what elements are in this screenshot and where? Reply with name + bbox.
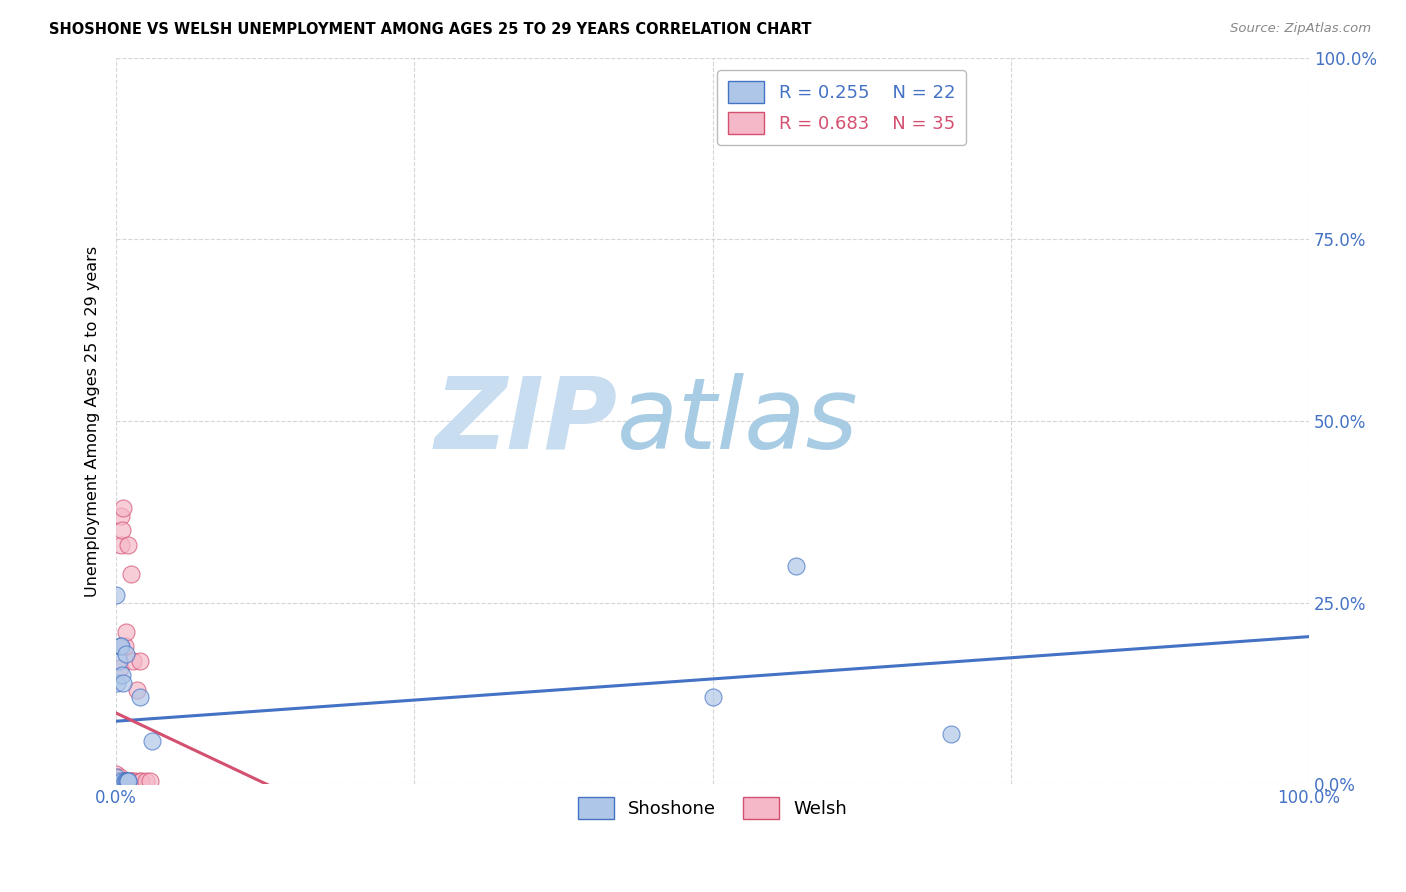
- Point: [785, 559, 807, 574]
- Point: [107, 777, 129, 791]
- Point: [121, 773, 143, 788]
- Point: [114, 773, 136, 788]
- Point: [111, 777, 134, 791]
- Point: [107, 654, 129, 668]
- Point: [108, 770, 131, 784]
- Point: [115, 773, 138, 788]
- Point: [114, 647, 136, 661]
- Point: [138, 773, 160, 788]
- Point: [122, 654, 145, 668]
- Point: [118, 773, 141, 788]
- Point: [120, 566, 142, 581]
- Point: [141, 734, 163, 748]
- Point: [117, 773, 139, 788]
- Point: [112, 773, 135, 788]
- Point: [117, 773, 139, 788]
- Point: [105, 766, 128, 780]
- Point: [135, 773, 157, 788]
- Point: [105, 773, 128, 788]
- Point: [105, 777, 128, 791]
- Point: [122, 773, 145, 788]
- Point: [110, 508, 132, 523]
- Point: [111, 773, 134, 788]
- Point: [105, 770, 128, 784]
- Point: [110, 538, 132, 552]
- Point: [105, 773, 128, 788]
- Point: [120, 773, 142, 788]
- Point: [114, 773, 136, 788]
- Point: [112, 675, 135, 690]
- Point: [108, 661, 131, 675]
- Legend: Shoshone, Welsh: Shoshone, Welsh: [571, 789, 855, 826]
- Point: [108, 773, 131, 788]
- Point: [131, 773, 153, 788]
- Point: [129, 690, 152, 705]
- Point: [129, 773, 152, 788]
- Point: [112, 501, 135, 516]
- Point: [111, 773, 134, 788]
- Point: [107, 773, 129, 788]
- Point: [114, 773, 136, 788]
- Point: [702, 690, 724, 705]
- Point: [110, 773, 132, 788]
- Point: [108, 640, 131, 654]
- Text: Source: ZipAtlas.com: Source: ZipAtlas.com: [1230, 22, 1371, 36]
- Y-axis label: Unemployment Among Ages 25 to 29 years: Unemployment Among Ages 25 to 29 years: [86, 245, 100, 597]
- Point: [110, 640, 132, 654]
- Text: SHOSHONE VS WELSH UNEMPLOYMENT AMONG AGES 25 TO 29 YEARS CORRELATION CHART: SHOSHONE VS WELSH UNEMPLOYMENT AMONG AGE…: [49, 22, 811, 37]
- Point: [114, 640, 136, 654]
- Text: atlas: atlas: [617, 373, 859, 469]
- Point: [107, 773, 129, 788]
- Point: [111, 523, 134, 537]
- Point: [111, 668, 134, 682]
- Point: [107, 675, 129, 690]
- Point: [115, 773, 138, 788]
- Point: [941, 726, 963, 740]
- Point: [117, 538, 139, 552]
- Point: [105, 589, 128, 603]
- Text: ZIP: ZIP: [434, 373, 617, 469]
- Point: [114, 624, 136, 639]
- Point: [129, 654, 152, 668]
- Point: [105, 770, 128, 784]
- Point: [125, 682, 148, 697]
- Point: [105, 777, 128, 791]
